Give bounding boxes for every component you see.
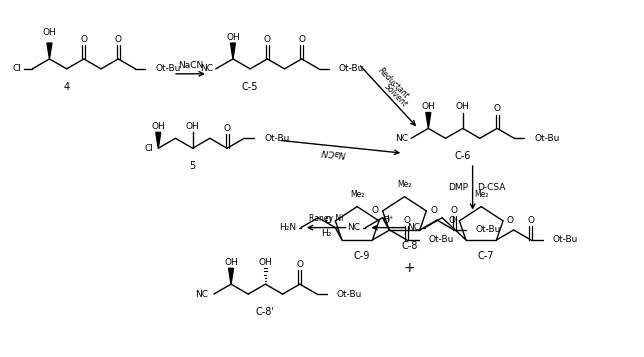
Text: OH: OH [185,122,200,131]
Text: O: O [80,35,88,44]
Text: Ot-Bu: Ot-Bu [337,290,362,298]
Text: C-8: C-8 [401,241,417,251]
Text: Solvent: Solvent [383,82,409,109]
Text: O: O [298,35,305,44]
Text: OH: OH [151,122,165,131]
Text: NaCN: NaCN [178,61,203,70]
Text: DMP: DMP [448,183,468,192]
Text: Ot-Bu: Ot-Bu [429,235,454,245]
Text: Me₂: Me₂ [350,190,365,198]
Text: H₂: H₂ [321,229,332,238]
Polygon shape [426,112,431,129]
Text: NC: NC [395,134,408,143]
Polygon shape [229,268,234,284]
Text: O: O [325,216,332,225]
Text: NaCN: NaCN [320,146,346,157]
Text: NC: NC [348,223,361,232]
Text: Me₂: Me₂ [397,180,412,189]
Text: OH: OH [258,258,272,267]
Text: C-7: C-7 [478,251,495,261]
Text: Cl: Cl [144,144,153,153]
Text: O: O [264,35,271,44]
Text: O: O [451,206,458,215]
Text: O: O [493,104,500,113]
Text: O: O [430,206,437,215]
Text: 5: 5 [189,161,196,171]
Text: C-8': C-8' [256,307,275,317]
Text: H⁺: H⁺ [383,215,394,224]
Text: O: O [223,124,231,133]
Text: NC: NC [195,290,208,298]
Text: C-9: C-9 [354,251,370,261]
Text: O: O [448,216,455,225]
Text: O: O [115,35,122,44]
Text: NC: NC [200,64,213,73]
Polygon shape [231,43,236,59]
Text: Ot-Bu: Ot-Bu [264,134,289,143]
Text: O: O [372,206,379,215]
Text: O: O [403,216,410,225]
Text: C-5: C-5 [242,82,258,92]
Text: OH: OH [226,32,240,42]
Text: O: O [383,216,390,225]
Text: Cl: Cl [12,64,21,73]
Text: C-6: C-6 [455,151,471,161]
Text: Raney Ni: Raney Ni [309,214,343,223]
Text: OH: OH [456,102,469,111]
Text: Ot-Bu: Ot-Bu [553,235,578,245]
Text: Ot-Bu: Ot-Bu [339,64,364,73]
Text: Me₂: Me₂ [474,190,488,198]
Text: Ot-Bu: Ot-Bu [476,226,501,235]
Text: O: O [527,216,535,225]
Text: +: + [404,261,415,275]
Text: O: O [296,260,303,269]
Text: Ot-Bu: Ot-Bu [155,64,180,73]
Text: Reductant: Reductant [377,66,411,101]
Text: D-CSA: D-CSA [478,183,506,192]
Polygon shape [156,132,161,148]
Text: OH: OH [43,28,56,37]
Text: Ot-Bu: Ot-Bu [534,134,560,143]
Text: O: O [507,216,514,225]
Text: 4: 4 [64,82,70,92]
Text: NC: NC [407,223,420,232]
Text: OH: OH [224,258,238,267]
Text: OH: OH [421,102,435,111]
Polygon shape [47,43,52,59]
Text: H₂N: H₂N [279,223,296,232]
